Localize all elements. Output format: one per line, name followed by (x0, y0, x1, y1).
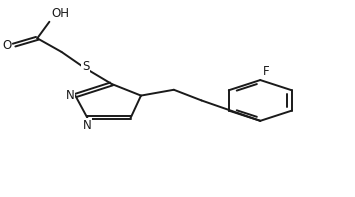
Text: O: O (2, 39, 11, 52)
Text: OH: OH (51, 7, 69, 20)
Text: N: N (83, 119, 92, 132)
Text: S: S (82, 60, 89, 73)
Text: F: F (263, 65, 270, 78)
Text: N: N (66, 89, 75, 102)
